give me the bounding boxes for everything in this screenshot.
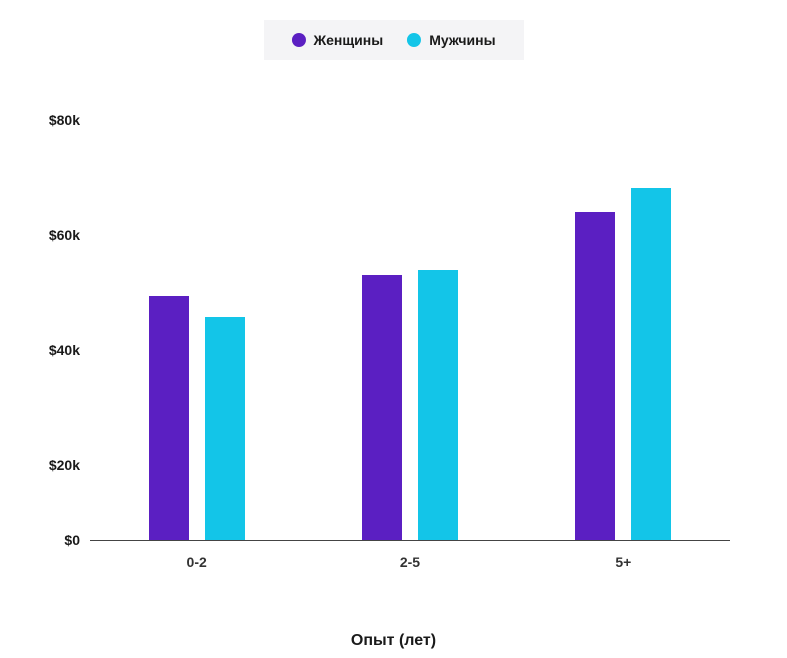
- bar-group-2-5: [362, 270, 458, 540]
- bar-chart: $80k $60k $40k $20k $0 /* correct y tick…: [30, 120, 760, 580]
- bars-layer: [90, 120, 730, 540]
- legend: Женщины Мужчины: [263, 20, 523, 60]
- bar-men-0-2: [205, 317, 245, 540]
- x-axis-labels: 0-2 2-5 5+: [90, 544, 730, 580]
- legend-label-men: Мужчины: [429, 32, 495, 48]
- x-axis-baseline: [90, 540, 730, 541]
- x-label-5plus: 5+: [563, 554, 683, 570]
- y-tick-60k: $60k: [30, 227, 80, 243]
- legend-label-women: Женщины: [313, 32, 383, 48]
- x-axis-title: Опыт (лет): [0, 632, 787, 650]
- y-tick-0: $0: [30, 532, 80, 548]
- y-tick-40k: $40k: [30, 342, 80, 358]
- legend-dot-men: [407, 33, 421, 47]
- bar-group-5plus: [575, 188, 671, 540]
- legend-item-women: Женщины: [291, 32, 383, 48]
- bar-women-0-2: [149, 296, 189, 540]
- bar-women-5plus: [575, 212, 615, 540]
- y-tick-20k: $20k: [30, 457, 80, 473]
- bar-men-2-5: [418, 270, 458, 540]
- bar-men-5plus: [631, 188, 671, 540]
- legend-dot-women: [291, 33, 305, 47]
- plot-area: [90, 120, 730, 540]
- x-label-0-2: 0-2: [137, 554, 257, 570]
- bar-group-0-2: [149, 296, 245, 540]
- x-label-2-5: 2-5: [350, 554, 470, 570]
- legend-item-men: Мужчины: [407, 32, 495, 48]
- y-tick-80k: $80k: [30, 112, 80, 128]
- bar-women-2-5: [362, 275, 402, 540]
